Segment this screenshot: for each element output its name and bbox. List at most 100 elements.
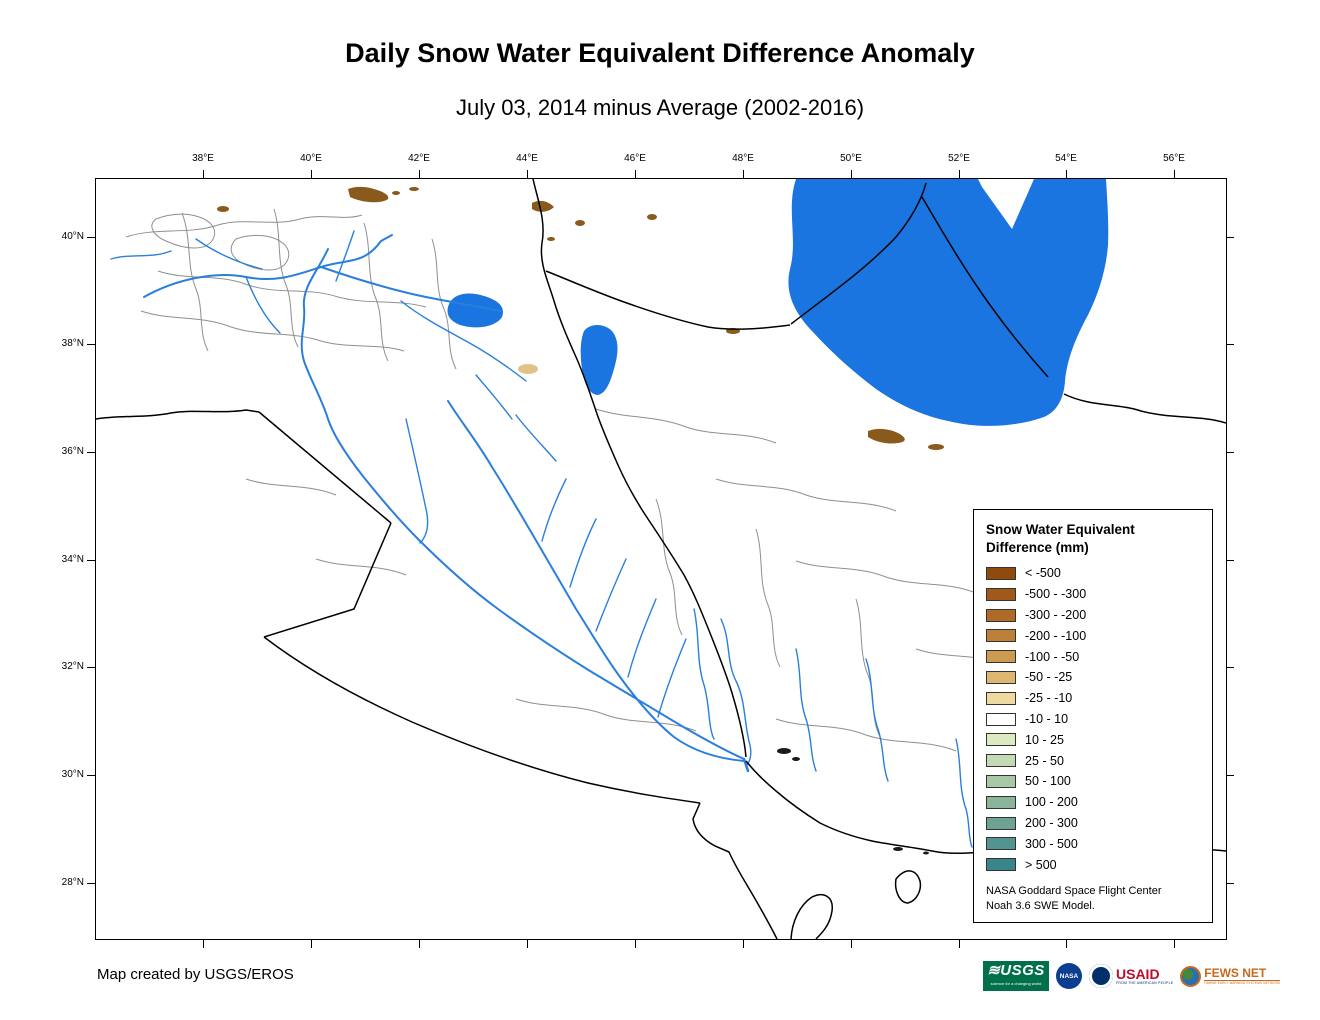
lat-label: 40°N	[61, 231, 84, 242]
lon-tick	[1174, 170, 1175, 178]
legend-swatch	[986, 774, 1016, 788]
legend-swatch	[986, 608, 1016, 622]
lon-tick	[851, 940, 852, 948]
legend-item: 300 - 500	[986, 833, 1200, 854]
lon-tick	[1174, 940, 1175, 948]
lon-tick	[419, 940, 420, 948]
lat-tick	[87, 452, 95, 453]
turkey-syria-border	[96, 409, 260, 420]
caspian-sea	[788, 179, 1109, 426]
legend-item: 50 - 100	[986, 771, 1200, 792]
lon-tick	[203, 940, 204, 948]
lon-tick	[527, 170, 528, 178]
lat-tick	[87, 883, 95, 884]
lon-label: 44°E	[516, 153, 538, 164]
lat-tick	[1226, 560, 1234, 561]
legend-swatch	[986, 816, 1016, 830]
lat-tick	[87, 667, 95, 668]
legend-swatch	[986, 691, 1016, 705]
lat-label: 34°N	[61, 554, 84, 565]
lon-tick	[959, 170, 960, 178]
legend-swatch	[986, 629, 1016, 643]
lon-label: 42°E	[408, 153, 430, 164]
lon-tick	[311, 940, 312, 948]
legend-item: -500 - -300	[986, 584, 1200, 605]
usgs-wave-icon: ≋	[987, 962, 1001, 979]
legend-item: 200 - 300	[986, 813, 1200, 834]
legend-swatch	[986, 566, 1016, 580]
lat-label: 38°N	[61, 338, 84, 349]
lon-tick	[743, 170, 744, 178]
fewsnet-logo: FEWS NET FAMINE EARLY WARNING SYSTEMS NE…	[1180, 965, 1281, 987]
legend-item: -25 - -10	[986, 688, 1200, 709]
legend-items: < -500 -500 - -300 -300 - -200 -200 - -1…	[986, 563, 1200, 875]
iraq-saudi-border	[263, 636, 701, 804]
lat-tick	[87, 775, 95, 776]
lon-tick	[419, 170, 420, 178]
page-subtitle: July 03, 2014 minus Average (2002-2016)	[455, 95, 865, 120]
lat-tick	[87, 237, 95, 238]
lat-tick	[1226, 344, 1234, 345]
lon-label: 56°E	[1163, 153, 1185, 164]
lat-tick	[1226, 883, 1234, 884]
legend-swatch	[986, 650, 1016, 664]
legend-swatch	[986, 733, 1016, 747]
lon-label: 52°E	[948, 153, 970, 164]
lon-label: 48°E	[732, 153, 754, 164]
legend-source-note: NASA Goddard Space Flight Center Noah 3.…	[986, 885, 1162, 912]
lon-label: 54°E	[1055, 153, 1077, 164]
legend-item: -50 - -25	[986, 667, 1200, 688]
lon-label: 46°E	[624, 153, 646, 164]
lon-tick	[527, 940, 528, 948]
lon-label: 40°E	[300, 153, 322, 164]
tigris-river	[447, 400, 745, 762]
legend-item: -200 - -100	[986, 625, 1200, 646]
lat-tick	[1226, 667, 1234, 668]
gulf-south-coast	[790, 893, 833, 939]
lon-tick	[635, 940, 636, 948]
legend-item: -10 - 10	[986, 709, 1200, 730]
usaid-emblem-icon	[1089, 964, 1113, 988]
delta-islands	[777, 748, 929, 855]
map-credit: Map created by USGS/EROS	[97, 966, 294, 983]
caspian-maritime-line	[790, 182, 927, 325]
legend-swatch	[986, 837, 1016, 851]
legend-item: 100 - 200	[986, 792, 1200, 813]
lon-tick	[1066, 940, 1067, 948]
lon-tick	[203, 170, 204, 178]
lat-tick	[1226, 775, 1234, 776]
lon-tick	[311, 170, 312, 178]
legend-item: 10 - 25	[986, 729, 1200, 750]
nasa-logo: NASA	[1056, 963, 1082, 989]
page-title: Daily Snow Water Equivalent Difference A…	[345, 38, 975, 68]
lat-label: 36°N	[61, 446, 84, 457]
lat-tick	[1226, 237, 1234, 238]
legend-swatch	[986, 670, 1016, 684]
legend-item: > 500	[986, 854, 1200, 875]
rivers	[110, 230, 973, 848]
gulf-peninsula	[894, 870, 922, 904]
kuwait-and-coast	[692, 802, 778, 939]
legend-swatch	[986, 858, 1016, 872]
footer-logos: ≋USGS science for a changing world NASA …	[983, 958, 1281, 994]
lon-tick	[959, 940, 960, 948]
iran-turkmenistan-border	[1063, 393, 1226, 424]
legend-title: Snow Water Equivalent Difference (mm)	[986, 522, 1135, 555]
lat-label: 32°N	[61, 661, 84, 672]
map-canvas: Snow Water Equivalent Difference (mm) < …	[95, 178, 1227, 940]
iran-iraq-border	[532, 179, 747, 758]
lake-urmia	[580, 325, 618, 395]
lat-tick	[1226, 452, 1234, 453]
lat-tick	[87, 560, 95, 561]
legend-swatch	[986, 754, 1016, 768]
legend-item: 25 - 50	[986, 750, 1200, 771]
usgs-logo: ≋USGS science for a changing world	[983, 961, 1049, 991]
legend-item: < -500	[986, 563, 1200, 584]
syria-iraq-border	[258, 411, 392, 524]
lon-tick	[851, 170, 852, 178]
usaid-logo: USAID FROM THE AMERICAN PEOPLE	[1089, 964, 1173, 988]
snow-anomaly-patches	[217, 186, 944, 450]
lon-tick	[743, 940, 744, 948]
legend-swatch	[986, 712, 1016, 726]
